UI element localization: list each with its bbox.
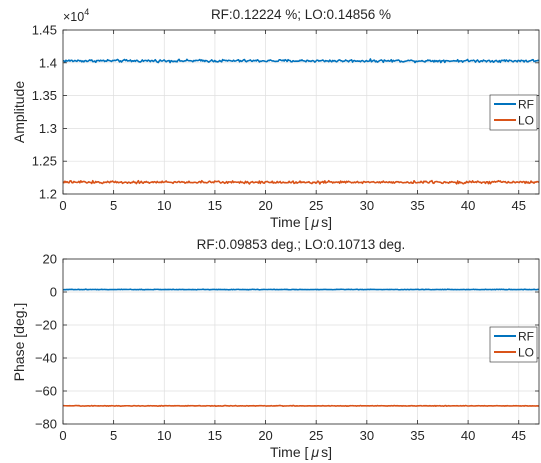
amplitude-legend-box [489,94,538,131]
y-tick-label: 1.35 [32,88,57,103]
phase-chart: 0 5 10 15 20 25 30 35 40 45 −80 −60 −40 −20 0 20 RF:0.… [11,237,540,460]
x-tick-label: 5 [110,198,117,213]
y-tick-label: 1.3 [39,121,57,136]
x-tick-label: 10 [157,428,171,443]
x-tick-label: 10 [157,198,171,213]
phase-x-ticks: 0 5 10 15 20 25 30 35 40 45 [59,259,526,443]
phase-grid [62,258,539,425]
amplitude-exponent-label: ×104 [63,7,89,24]
amplitude-legend-lo-label: LO [518,114,534,128]
x-tick-label: 15 [208,428,222,443]
x-tick-label: 45 [512,428,526,443]
amplitude-chart-title: RF:0.12224 %; LO:0.14856 % [211,7,391,22]
x-tick-label: 35 [410,198,424,213]
y-tick-label: 20 [43,252,57,267]
x-tick-label: 0 [59,428,66,443]
x-tick-label: 25 [309,198,323,213]
x-tick-label: 40 [461,198,475,213]
x-tick-label: 40 [461,428,475,443]
amplitude-series-lo-line [62,179,540,185]
amplitude-y-ticks: 1.2 1.25 1.3 1.35 1.4 1.45 [32,23,539,202]
phase-plot-frame [62,258,540,425]
phase-legend-box [489,326,538,363]
amplitude-legend: RF LO [489,94,538,131]
x-tick-label: 20 [258,428,272,443]
y-tick-label: −80 [35,417,57,432]
y-tick-label: 1.45 [32,23,57,38]
y-tick-label: 1.25 [32,154,57,169]
x-tick-label: 45 [512,198,526,213]
y-tick-label: 1.4 [39,55,57,70]
phase-legend: RF LO [489,326,538,363]
x-tick-label: 0 [59,198,66,213]
x-tick-label: 35 [410,428,424,443]
phase-series [62,288,540,408]
x-tick-label: 25 [309,428,323,443]
amplitude-grid [62,29,539,195]
y-tick-label: −60 [35,384,57,399]
x-tick-label: 15 [208,198,222,213]
y-tick-label: −20 [35,318,57,333]
y-tick-label: 0 [50,285,57,300]
x-tick-label: 20 [258,198,272,213]
phase-series-lo-line [62,404,540,408]
amplitude-plot-frame [62,29,540,195]
phase-x-axis-label: Time [μ s] [270,444,332,460]
amplitude-chart: 0 5 10 15 20 25 30 35 40 45 1.2 1.25 1.3 1.35 1.4 1.45… [11,7,540,230]
x-tick-label: 30 [360,428,374,443]
amplitude-series-rf-line [62,58,540,64]
x-tick-label: 5 [110,428,117,443]
y-tick-label: −40 [35,351,57,366]
amplitude-x-ticks: 0 5 10 15 20 25 30 35 40 45 [59,30,526,213]
amplitude-x-axis-label: Time [μ s] [270,214,332,230]
phase-y-ticks: −80 −60 −40 −20 0 20 [35,252,539,432]
phase-legend-lo-label: LO [518,346,534,360]
phase-chart-title: RF:0.09853 deg.; LO:0.10713 deg. [197,237,406,252]
x-tick-label: 30 [360,198,374,213]
amplitude-legend-rf-label: RF [518,98,534,112]
amplitude-y-axis-label: Amplitude [11,81,27,143]
amplitude-series [62,58,540,185]
phase-series-rf-line [62,288,540,291]
y-tick-label: 1.2 [39,187,57,202]
phase-legend-rf-label: RF [518,330,534,344]
phase-y-axis-label: Phase [deg.] [11,303,27,382]
